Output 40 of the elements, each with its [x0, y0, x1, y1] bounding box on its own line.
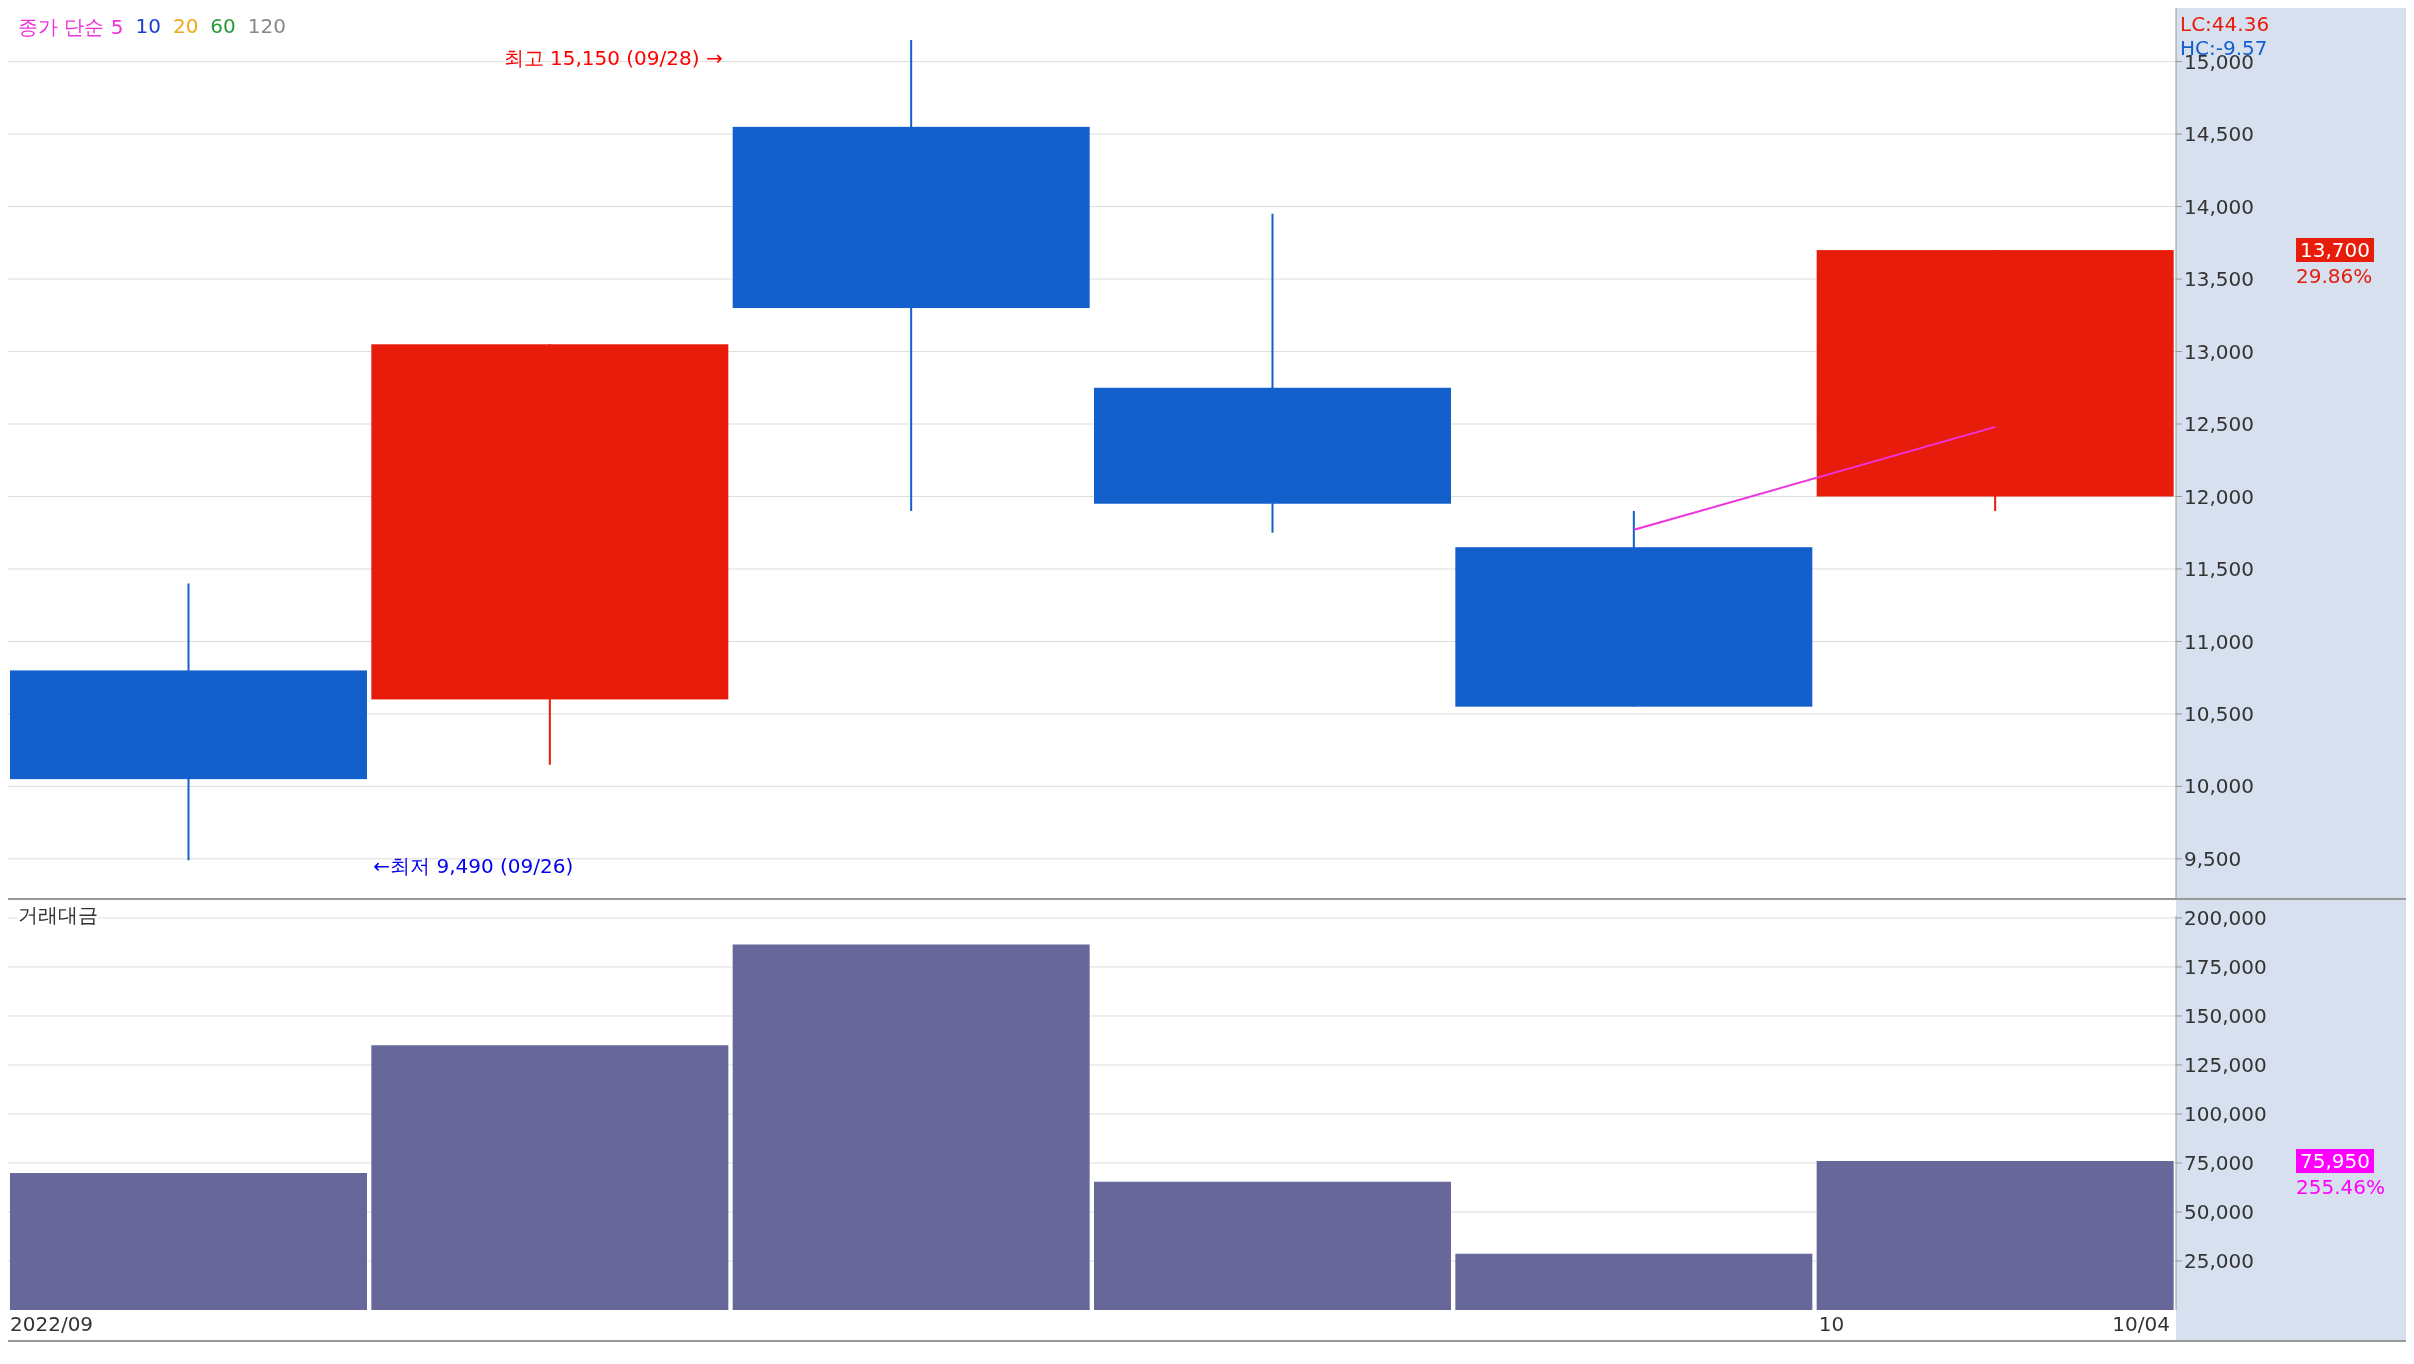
- y-tick-label: 13,000: [2184, 339, 2254, 364]
- y-tick-label: 12,500: [2184, 412, 2254, 437]
- text: 10/04: [2112, 1312, 2170, 1336]
- legend-label: 60: [210, 14, 236, 40]
- annotation: 최고 15,150 (09/28) →: [503, 46, 723, 70]
- y-tick-label: 50,000: [2184, 1200, 2254, 1225]
- y-tick-label: 12,000: [2184, 484, 2254, 509]
- y-tick-label: 13,500: [2184, 267, 2254, 292]
- y-tick-label: 10,000: [2184, 774, 2254, 799]
- legend-label: 10: [135, 14, 161, 40]
- y-tick-label: 10,500: [2184, 702, 2254, 727]
- y-tick-label: 11,000: [2184, 629, 2254, 654]
- annotation: ←최저 9,490 (09/26): [373, 854, 574, 878]
- legend-label: 20: [172, 14, 199, 40]
- y-tick-label: 75,000: [2184, 1151, 2254, 1176]
- y-tick-label: 100,000: [2184, 1102, 2267, 1127]
- y-tick-label: 14,500: [2184, 122, 2254, 147]
- y-tick-label: 25,000: [2184, 1249, 2254, 1274]
- bar: [10, 1172, 367, 1310]
- bar: [371, 1045, 729, 1310]
- text: 75,950: [2296, 1149, 2374, 1174]
- bar: [1094, 1181, 1451, 1310]
- chart-title: 거래대금: [18, 902, 98, 929]
- y-tick-label: 200,000: [2184, 906, 2267, 931]
- legend-label: 120: [247, 14, 286, 40]
- bar: [1455, 1253, 1813, 1310]
- text: 종가 단순 5: [18, 14, 124, 41]
- text: 29.86%: [2296, 264, 2373, 289]
- y-tick-label: 125,000: [2184, 1053, 2267, 1078]
- text: LC:44.36: [2180, 12, 2270, 36]
- text: 255.46%: [2296, 1175, 2385, 1200]
- y-tick-label: 11,500: [2184, 557, 2254, 582]
- bar: [732, 944, 1090, 1310]
- text: 13,700: [2296, 238, 2374, 263]
- y-tick-label: 9,500: [2184, 846, 2242, 871]
- text: 2022/09: [10, 1312, 94, 1336]
- y-tick-label: 150,000: [2184, 1004, 2267, 1029]
- y-tick-label: 175,000: [2184, 955, 2267, 980]
- text: 10: [1818, 1312, 1845, 1336]
- y-tick-label: 14,000: [2184, 194, 2254, 219]
